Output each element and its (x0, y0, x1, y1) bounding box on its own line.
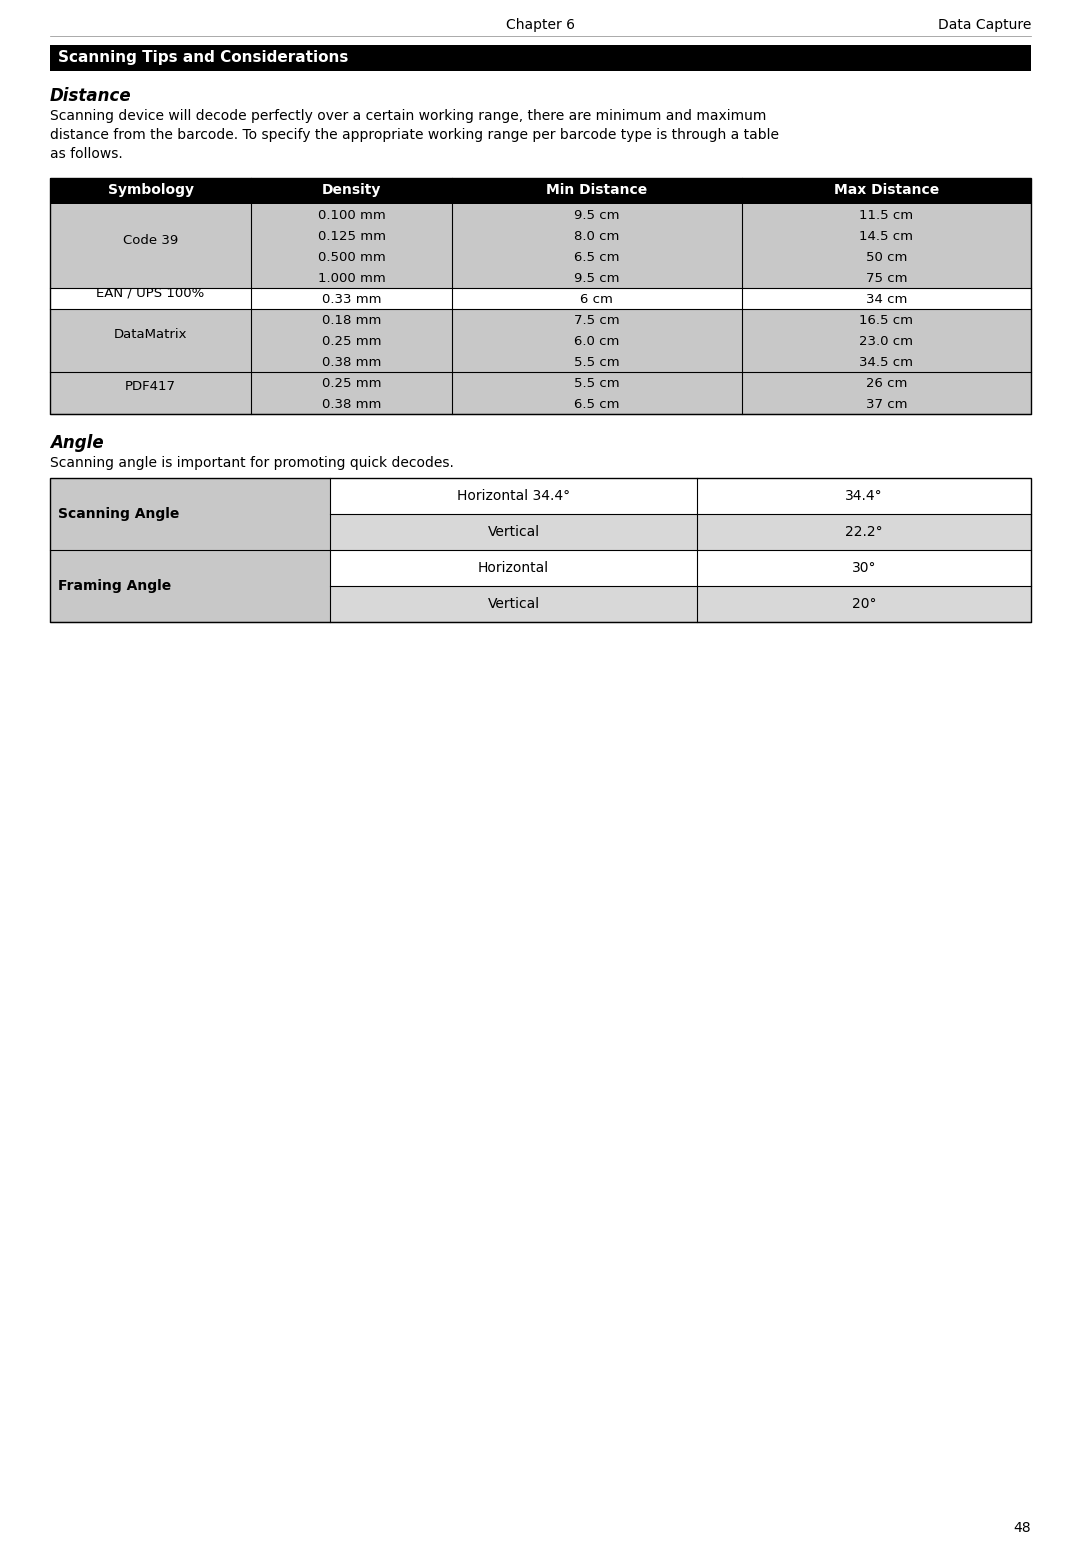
Bar (50, 477, 1031, 622)
Bar (50, 289, 1031, 309)
Text: 22.2°: 22.2° (845, 526, 883, 540)
Text: Code 39: Code 39 (123, 234, 178, 246)
Text: 5.5 cm: 5.5 cm (574, 356, 619, 370)
Text: EAN / UPS 100%: EAN / UPS 100% (96, 285, 204, 300)
Text: Horizontal 34.4°: Horizontal 34.4° (457, 488, 570, 502)
Text: 30°: 30° (852, 562, 877, 576)
Bar (50, 178, 1031, 204)
Text: 0.18 mm: 0.18 mm (322, 314, 382, 328)
Text: 34 cm: 34 cm (866, 293, 907, 306)
Bar (50, 371, 1031, 413)
Text: 34.4°: 34.4° (845, 488, 883, 502)
Text: 0.125 mm: 0.125 mm (318, 229, 386, 243)
Text: 0.500 mm: 0.500 mm (318, 251, 386, 264)
Text: Chapter 6: Chapter 6 (506, 19, 575, 33)
Text: 11.5 cm: 11.5 cm (859, 209, 913, 222)
Text: Data Capture: Data Capture (937, 19, 1031, 33)
Text: PDF417: PDF417 (125, 381, 176, 393)
Text: Angle: Angle (50, 434, 104, 452)
Text: 9.5 cm: 9.5 cm (574, 271, 619, 285)
Text: Framing Angle: Framing Angle (58, 579, 171, 593)
Bar (330, 513, 697, 551)
Text: 0.38 mm: 0.38 mm (322, 356, 382, 370)
Bar (697, 587, 1031, 622)
Text: Min Distance: Min Distance (546, 183, 648, 197)
Text: DataMatrix: DataMatrix (114, 328, 187, 342)
Bar (50, 551, 330, 622)
Text: 6 cm: 6 cm (580, 293, 613, 306)
Text: 6.5 cm: 6.5 cm (574, 251, 619, 264)
Text: 16.5 cm: 16.5 cm (859, 314, 913, 328)
Bar (50, 204, 1031, 289)
Text: 0.100 mm: 0.100 mm (318, 209, 386, 222)
Text: 0.33 mm: 0.33 mm (322, 293, 382, 306)
Text: 9.5 cm: 9.5 cm (574, 209, 619, 222)
Text: distance from the barcode. To specify the appropriate working range per barcode : distance from the barcode. To specify th… (50, 128, 779, 142)
Text: 23.0 cm: 23.0 cm (859, 335, 913, 348)
Text: 6.0 cm: 6.0 cm (574, 335, 619, 348)
Bar (697, 477, 1031, 513)
Text: 34.5 cm: 34.5 cm (859, 356, 913, 370)
Text: 8.0 cm: 8.0 cm (574, 229, 619, 243)
Text: 0.25 mm: 0.25 mm (322, 378, 382, 390)
Text: Vertical: Vertical (488, 526, 539, 540)
Text: 1.000 mm: 1.000 mm (318, 271, 386, 285)
Text: Density: Density (322, 183, 382, 197)
Text: Distance: Distance (50, 87, 132, 105)
Text: 37 cm: 37 cm (866, 398, 907, 410)
Text: Scanning angle is important for promoting quick decodes.: Scanning angle is important for promotin… (50, 456, 454, 470)
Text: as follows.: as follows. (50, 147, 123, 161)
Text: 0.25 mm: 0.25 mm (322, 335, 382, 348)
Text: 5.5 cm: 5.5 cm (574, 378, 619, 390)
Text: Horizontal: Horizontal (478, 562, 549, 576)
Bar (330, 477, 697, 513)
Bar (330, 551, 697, 587)
Text: 0.38 mm: 0.38 mm (322, 398, 382, 410)
Bar (50, 309, 1031, 371)
Text: 26 cm: 26 cm (866, 378, 907, 390)
Bar (697, 551, 1031, 587)
Text: 48: 48 (1013, 1521, 1031, 1535)
Text: 14.5 cm: 14.5 cm (859, 229, 913, 243)
Text: Scanning Tips and Considerations: Scanning Tips and Considerations (58, 50, 348, 66)
Bar (697, 513, 1031, 551)
Bar (50, 45, 1031, 72)
Bar (330, 587, 697, 622)
Text: Vertical: Vertical (488, 597, 539, 612)
Text: 7.5 cm: 7.5 cm (574, 314, 619, 328)
Text: 6.5 cm: 6.5 cm (574, 398, 619, 410)
Bar (50, 178, 1031, 413)
Bar (50, 477, 330, 551)
Text: Max Distance: Max Distance (833, 183, 939, 197)
Text: 50 cm: 50 cm (866, 251, 907, 264)
Text: Symbology: Symbology (107, 183, 193, 197)
Text: Scanning device will decode perfectly over a certain working range, there are mi: Scanning device will decode perfectly ov… (50, 109, 766, 123)
Text: 20°: 20° (852, 597, 877, 612)
Text: 75 cm: 75 cm (866, 271, 907, 285)
Text: Scanning Angle: Scanning Angle (58, 507, 179, 521)
